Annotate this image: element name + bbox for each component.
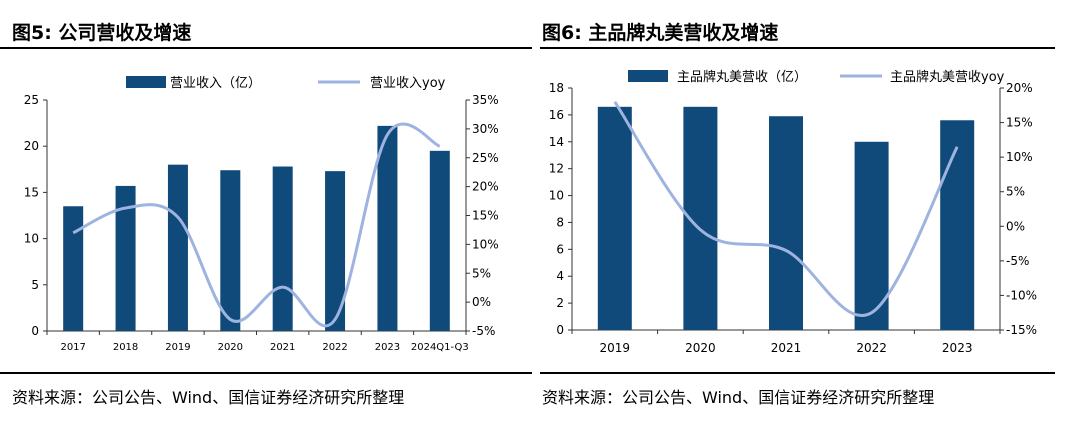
y-right-tick-label: 0%	[472, 295, 491, 309]
bar	[940, 120, 975, 330]
y-left-tick-label: 14	[549, 135, 564, 149]
legend-line-label: 主品牌丸美营收yoy	[890, 69, 1005, 85]
bar	[272, 166, 293, 331]
y-left-tick-label: 10	[24, 232, 39, 246]
y-right-tick-label: 5%	[1006, 185, 1025, 199]
y-left-tick-label: 15	[24, 185, 39, 199]
source-rule	[0, 372, 532, 374]
y-right-tick-label: 35%	[472, 93, 499, 107]
source-rule	[540, 372, 1055, 374]
bar	[325, 171, 346, 331]
y-left-tick-label: 16	[549, 108, 564, 122]
bar	[769, 116, 803, 330]
bar	[63, 206, 84, 331]
revenue-chart: 0 5 10 15 20 25 -5% 0% 5% 10% 15% 20% 25% 30% 35% 2017 2…	[24, 76, 499, 353]
legend-line-label: 营业收入yoy	[370, 76, 446, 91]
title-rule	[0, 47, 532, 49]
source-note: 资料来源：公司公告、Wind、国信证券经济研究所整理	[12, 388, 405, 407]
legend-bar-label: 营业收入（亿）	[170, 76, 261, 91]
legend-bar-swatch	[126, 76, 166, 88]
bar	[220, 170, 241, 331]
x-tick-label: 2020	[685, 341, 716, 355]
bar	[429, 150, 450, 331]
y-right-tick-label: 20%	[472, 180, 499, 194]
title-rule	[540, 47, 1055, 49]
figure-5-panel: 图5: 公司营收及增速 0 5 10 15 20 25 -5% 0% 5% 10% 15% 20% 25…	[0, 0, 532, 424]
bar	[167, 164, 188, 331]
y-left-tick-label: 0	[556, 323, 564, 337]
x-tick-label: 2022	[856, 341, 887, 355]
y-left-tick-label: 18	[549, 81, 564, 95]
y-right-tick-label: -15%	[1006, 323, 1037, 337]
y-left-tick-label: 6	[556, 242, 564, 256]
x-tick-label: 2019	[600, 341, 631, 355]
y-right-tick-label: 20%	[1006, 81, 1033, 95]
y-right-tick-label: -5%	[472, 324, 495, 338]
y-right-tick-label: -10%	[1006, 288, 1037, 302]
yoy-line	[613, 100, 959, 317]
y-right-tick-label: 15%	[472, 209, 499, 223]
y-right-tick-label: -5%	[1006, 254, 1029, 268]
y-left-tick-label: 10	[549, 189, 564, 203]
x-tick-label: 2018	[113, 342, 138, 353]
x-tick-label: 2019	[165, 342, 190, 353]
x-tick-label: 2017	[60, 342, 85, 353]
y-left-tick-label: 0	[31, 324, 39, 338]
x-tick-label: 2021	[771, 341, 802, 355]
figure-title: 图5: 公司营收及增速	[12, 22, 192, 44]
y-left-tick-label: 8	[556, 215, 564, 229]
source-note: 资料来源：公司公告、Wind、国信证券经济研究所整理	[542, 388, 935, 407]
y-left-tick-label: 20	[24, 139, 39, 153]
bar	[377, 125, 398, 331]
y-left-tick-label: 12	[549, 162, 564, 176]
x-tick-label: 2024Q1-Q3	[411, 342, 469, 353]
y-left-tick-label: 4	[556, 269, 564, 283]
y-right-tick-label: 5%	[472, 266, 491, 280]
x-tick-label: 2023	[942, 341, 973, 355]
figure-6-panel: 图6: 主品牌丸美营收及增速 0 2 4 6 8 10 12 14 16 18 -15% -10% -5…	[540, 0, 1080, 424]
bar	[115, 185, 136, 331]
bar	[597, 106, 632, 330]
y-right-tick-label: 0%	[1006, 219, 1025, 233]
x-tick-label: 2022	[322, 342, 347, 353]
x-tick-label: 2023	[375, 342, 400, 353]
y-left-tick-label: 5	[31, 278, 39, 292]
yoy-line	[72, 122, 441, 328]
x-tick-label: 2020	[218, 342, 243, 353]
y-right-tick-label: 25%	[472, 151, 499, 165]
y-right-tick-label: 10%	[472, 237, 499, 251]
y-right-tick-label: 10%	[1006, 150, 1033, 164]
legend-bar-label: 主品牌丸美营收（亿）	[677, 69, 807, 85]
figure-title: 图6: 主品牌丸美营收及增速	[542, 22, 779, 44]
y-right-tick-label: 30%	[472, 122, 499, 136]
brand-revenue-chart: 0 2 4 6 8 10 12 14 16 18 -15% -10% -5% 0% 5% 10% 15% 20% 2…	[549, 69, 1037, 355]
bar	[854, 141, 889, 330]
y-left-tick-label: 25	[24, 93, 39, 107]
y-right-tick-label: 15%	[1006, 116, 1033, 130]
y-left-tick-label: 2	[556, 296, 564, 310]
legend-bar-swatch	[628, 70, 668, 82]
x-tick-label: 2021	[270, 342, 295, 353]
